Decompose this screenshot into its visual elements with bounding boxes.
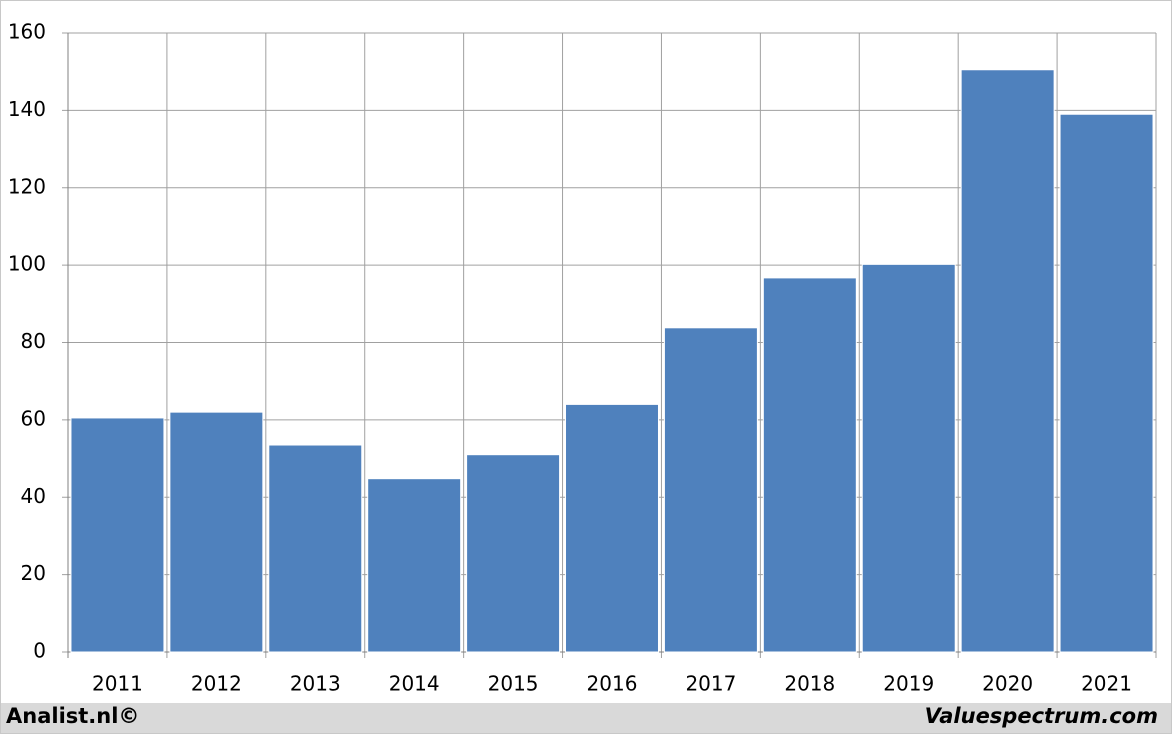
bar: [367, 478, 462, 653]
x-tick-label: 2019: [883, 672, 934, 696]
y-tick-label: 140: [8, 97, 46, 121]
y-tick-label: 120: [8, 174, 46, 198]
bar: [70, 417, 165, 653]
x-tick-label: 2018: [784, 672, 835, 696]
y-tick-label: 60: [21, 406, 46, 430]
footer-right: Valuespectrum.com: [925, 704, 1158, 728]
y-tick-label: 160: [8, 20, 46, 44]
x-tick-label: 2020: [982, 672, 1033, 696]
bar: [565, 403, 659, 653]
x-tick-label: 2021: [1081, 672, 1132, 696]
bar: [861, 263, 956, 653]
y-tick-label: 80: [21, 329, 46, 353]
y-tick-label: 100: [8, 252, 46, 276]
x-tick-label: 2014: [389, 672, 440, 696]
footer-bar: [1, 703, 1171, 733]
x-tick-label: 2012: [191, 672, 242, 696]
y-tick-label: 40: [21, 484, 46, 508]
y-tick-label: 0: [33, 639, 46, 663]
x-tick-label: 2013: [290, 672, 341, 696]
bar: [268, 444, 363, 653]
x-tick-label: 2017: [685, 672, 736, 696]
bar: [960, 69, 1055, 653]
bar: [169, 411, 264, 653]
bar: [1059, 113, 1154, 653]
footer-left: Analist.nl©: [6, 704, 139, 728]
x-tick-label: 2011: [92, 672, 143, 696]
y-tick-label: 20: [21, 561, 46, 585]
x-tick-label: 2016: [587, 672, 638, 696]
bar: [663, 327, 758, 653]
bar: [466, 454, 561, 653]
x-tick-label: 2015: [488, 672, 539, 696]
bar: [762, 277, 857, 653]
